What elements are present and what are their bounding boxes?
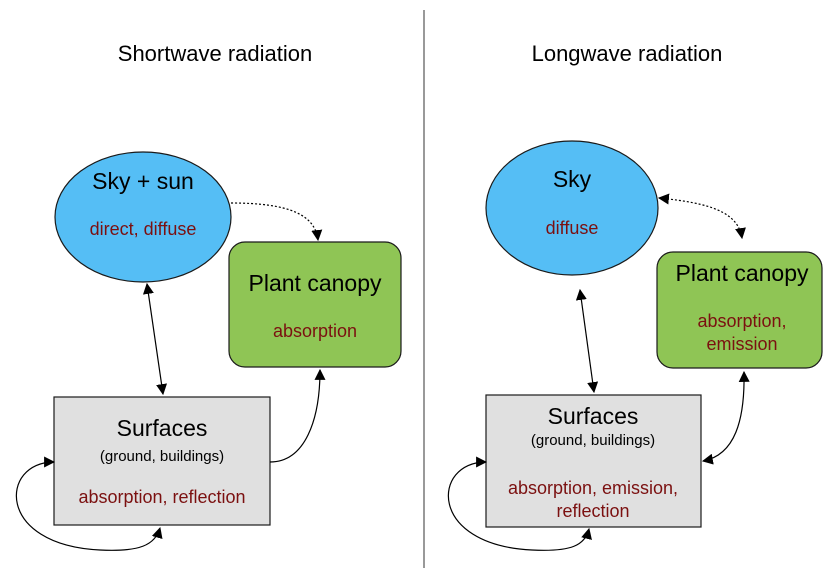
arrow — [269, 368, 326, 463]
node-detail: reflection — [556, 501, 629, 521]
node-detail: direct, diffuse — [90, 219, 197, 239]
node-detail: diffuse — [546, 218, 599, 238]
arrow — [15, 456, 163, 551]
node-detail: absorption, reflection — [78, 487, 245, 507]
node-label: Sky — [553, 166, 592, 192]
node-sublabel: (ground, buildings) — [531, 432, 655, 449]
canopy-node — [656, 251, 823, 369]
node-detail: absorption, — [697, 311, 786, 331]
node-label: Sky + sun — [92, 168, 194, 194]
arrow — [230, 202, 323, 242]
arrow — [447, 456, 592, 551]
node-label: Surfaces — [117, 415, 208, 441]
panel-title: Longwave radiation — [532, 41, 723, 66]
canopy-node — [228, 241, 402, 368]
arrow — [657, 193, 746, 240]
panel-title: Shortwave radiation — [118, 41, 312, 66]
node-label: Surfaces — [548, 403, 639, 429]
node-label: Plant canopy — [249, 270, 382, 296]
sky-node — [54, 151, 232, 283]
node-sublabel: (ground, buildings) — [100, 448, 224, 465]
sky-node — [485, 140, 659, 276]
node-detail: absorption — [273, 321, 357, 341]
arrow — [142, 282, 168, 396]
arrow — [701, 370, 750, 465]
node-label: Plant canopy — [676, 260, 809, 286]
arrow — [575, 288, 599, 394]
node-detail: emission — [706, 334, 777, 354]
node-detail: absorption, emission, — [508, 478, 678, 498]
